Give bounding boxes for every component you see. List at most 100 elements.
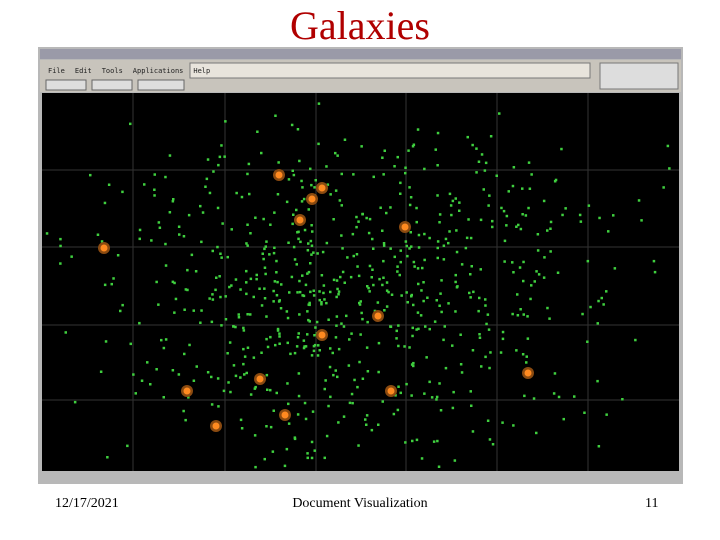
galaxy-dot [637,199,641,202]
button[interactable] [45,79,87,91]
galaxy-dot [527,206,530,210]
galaxy-dot [460,263,464,266]
cluster [318,184,326,192]
galaxy-dot [356,265,359,268]
galaxy-dot [304,283,308,287]
galaxy-dot [521,353,525,356]
galaxy-dot [455,229,458,232]
galaxy-dot [226,255,229,259]
galaxy-dot [290,275,294,279]
button[interactable] [137,79,185,91]
galaxy-dot [488,438,492,441]
galaxy-dot [485,322,488,326]
galaxy-dot [546,229,549,232]
galaxy-dot [299,240,302,244]
galaxy-dot [503,239,507,243]
galaxy-dot [226,352,229,355]
galaxy-dot [364,418,367,421]
menu-item[interactable]: Tools [102,67,123,75]
galaxy-dot [200,309,203,312]
galaxy-dot [295,345,299,348]
galaxy-dot [310,456,314,460]
galaxy-dot [308,303,311,307]
galaxy-dot [230,284,233,287]
galaxy-dot [454,273,457,277]
button[interactable] [91,79,133,91]
galaxy-dot [370,276,373,279]
galaxy-dot [564,207,567,210]
galaxy-dot [340,172,343,176]
galaxy-dot [334,336,338,339]
galaxy-dot [470,404,473,407]
galaxy-dot [278,342,281,345]
galaxy-dot [239,418,243,422]
galaxy-dot [164,242,167,246]
galaxy-dot [589,305,592,309]
galaxy-dot [295,263,298,266]
galaxy-dot [310,183,313,187]
galaxy-dot [536,233,540,236]
galaxy-dot [438,221,441,224]
galaxy-dot [464,246,468,250]
footer-date: 12/17/2021 [55,496,119,511]
galaxy-dot [187,213,191,217]
galaxy-dot [442,244,446,247]
galaxy-dot [297,394,301,398]
galaxy-dot [381,283,384,287]
galaxy-dot [371,268,374,271]
galaxy-dot [255,277,258,281]
galaxy-dot [368,264,372,268]
galaxy-dot [368,217,372,221]
galaxy-dot [468,291,471,295]
galaxy-dot [337,347,341,351]
menu-item[interactable]: Edit [75,67,92,75]
galaxy-dot [361,317,364,321]
galaxy-dot [245,269,248,273]
galaxy-dot [146,361,149,364]
galaxy-dot [522,279,525,283]
galaxy-dot [292,245,296,249]
galaxy-dot [262,217,265,221]
menu-item[interactable]: File [48,67,65,75]
galaxy-dot [436,194,439,197]
galaxy-dot [96,233,100,236]
galaxy-dot [59,237,62,241]
galaxy-dot [316,252,319,255]
galaxy-dot [515,225,518,228]
galaxy-dot [275,259,278,263]
galaxy-dot [221,222,224,225]
galaxy-dot [240,427,244,430]
galaxy-dot [371,237,374,241]
galaxy-dot [355,253,359,256]
galaxy-dot [215,276,218,279]
galaxy-dot [279,307,283,310]
galaxy-dot [428,236,431,240]
galaxy-dot [210,375,213,379]
galaxy-dot [640,219,643,222]
cluster [524,369,532,377]
galaxy-dot [537,273,541,276]
galaxy-dot [346,256,349,259]
menu-item[interactable]: Help [193,67,210,75]
galaxy-dot [307,270,311,274]
galaxy-dot [317,142,320,146]
galaxy-dot [338,199,342,202]
galaxy-dot [45,232,49,235]
galaxy-dot [586,259,590,263]
galaxy-dot [385,211,388,215]
galaxy-dot [272,289,275,293]
galaxy-dot [412,364,415,368]
galaxy-dot [361,212,364,216]
galaxy-dot [245,371,248,375]
galaxy-dot [395,337,398,340]
galaxy-dot [529,297,532,301]
galaxy-dot [328,365,332,369]
galaxy-dot [276,280,279,284]
menu-item[interactable]: Applications [133,67,184,75]
galaxy-dot [501,337,505,341]
galaxy-dot [317,102,321,105]
galaxy-dot [396,265,399,268]
galaxy-dot [435,398,438,401]
galaxy-dot [484,355,487,359]
galaxy-dot [512,424,515,427]
